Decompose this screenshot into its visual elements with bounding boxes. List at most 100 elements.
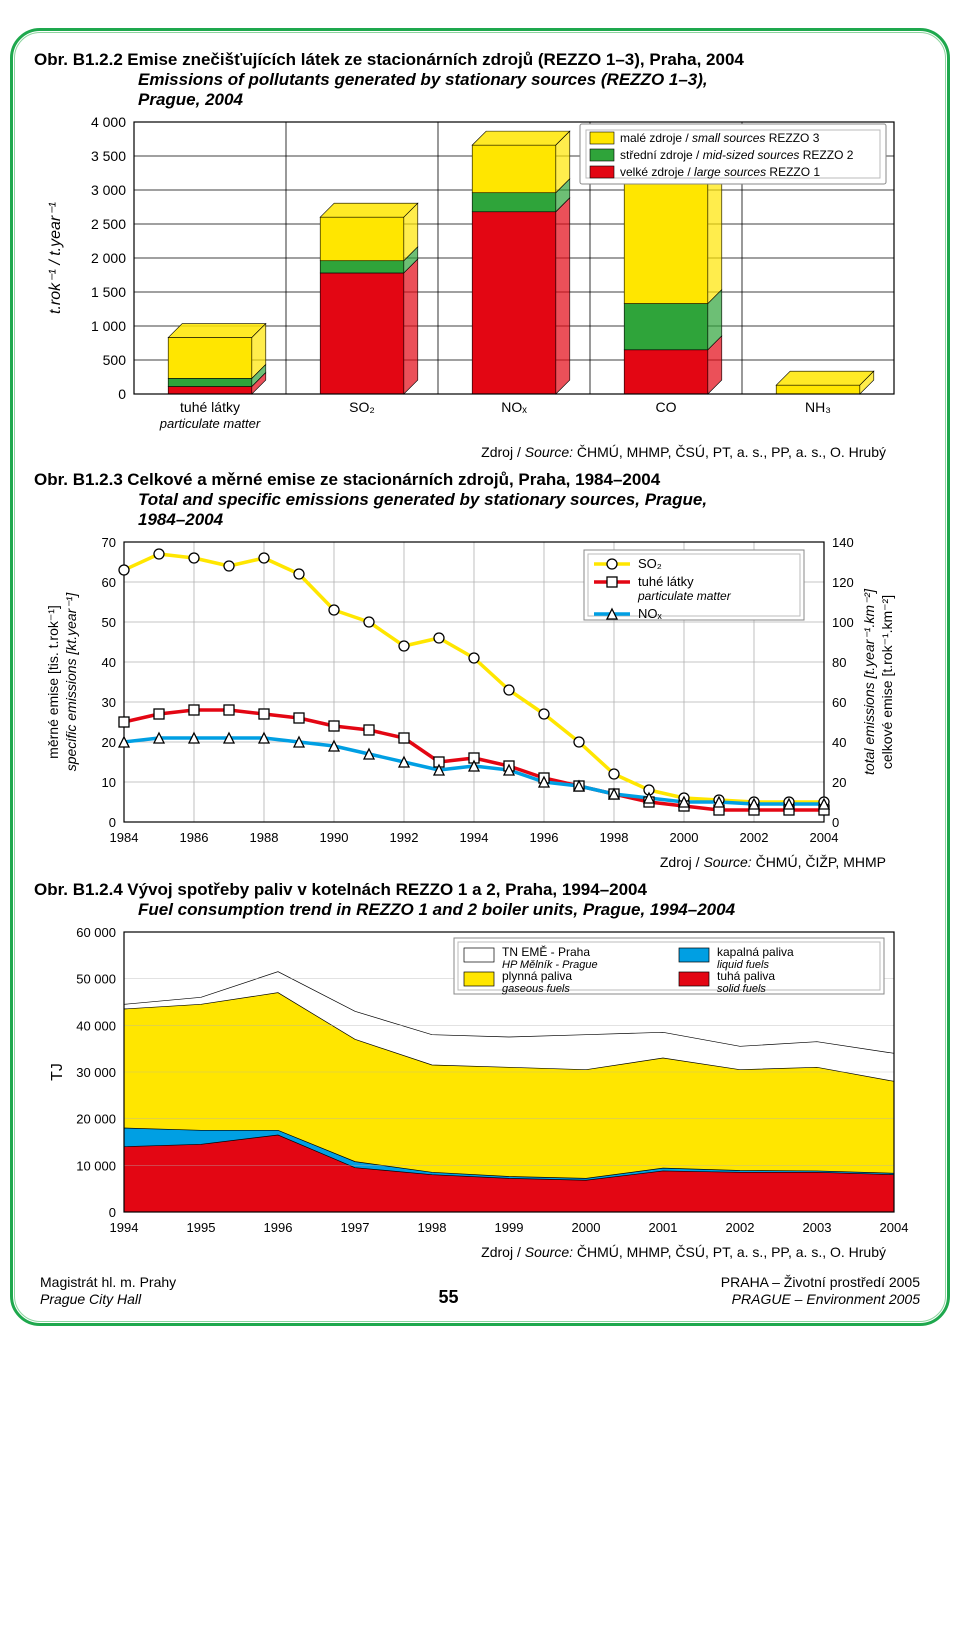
svg-text:2003: 2003 — [803, 1220, 832, 1235]
fig2-source: Zdroj / Source: ČHMÚ, ČIŽP, MHMP — [34, 854, 886, 870]
svg-text:2004: 2004 — [880, 1220, 909, 1235]
svg-text:TJ: TJ — [49, 1063, 66, 1081]
svg-text:tuhé látky: tuhé látky — [180, 399, 240, 415]
svg-text:SO₂: SO₂ — [349, 399, 375, 415]
svg-text:1990: 1990 — [320, 830, 349, 845]
svg-text:1996: 1996 — [530, 830, 559, 845]
fig2-title-en-2: 1984–2004 — [138, 510, 926, 530]
section-header: B1 OVZDUŠÍ / AIR — [0, 0, 960, 18]
svg-text:20: 20 — [102, 735, 116, 750]
area-chart: 0 10 000 20 000 30 000 40 000 50 000 60 000 199… — [34, 922, 914, 1242]
svg-text:1994: 1994 — [110, 1220, 139, 1235]
svg-text:2002: 2002 — [726, 1220, 755, 1235]
footer-right-1: PRAHA – Životní prostředí 2005 — [721, 1274, 920, 1291]
svg-text:0: 0 — [109, 815, 116, 830]
svg-text:0: 0 — [118, 386, 126, 402]
svg-text:specific emissions [kt.year⁻¹]: specific emissions [kt.year⁻¹] — [63, 592, 79, 772]
svg-text:4 000: 4 000 — [91, 114, 126, 130]
svg-text:20 000: 20 000 — [76, 1112, 116, 1127]
svg-text:CO: CO — [656, 399, 677, 415]
svg-text:1984: 1984 — [110, 830, 139, 845]
svg-text:solid fuels: solid fuels — [717, 983, 766, 995]
page-number: 55 — [438, 1287, 458, 1308]
fig2-title: Obr. B1.2.3 Celkové a měrné emise ze sta… — [34, 470, 926, 530]
svg-text:10 000: 10 000 — [76, 1158, 116, 1173]
svg-text:60 000: 60 000 — [76, 925, 116, 940]
line-chart: 0010202040306040805010060120701401984198… — [34, 532, 914, 852]
svg-text:malé zdroje / small sources RE: malé zdroje / small sources REZZO 3 — [620, 131, 820, 145]
svg-text:total emissions [t.year⁻¹.km⁻²: total emissions [t.year⁻¹.km⁻²] — [861, 588, 877, 775]
svg-text:20: 20 — [832, 775, 846, 790]
svg-text:50 000: 50 000 — [76, 972, 116, 987]
svg-text:1986: 1986 — [180, 830, 209, 845]
svg-text:140: 140 — [832, 535, 854, 550]
svg-text:30: 30 — [102, 695, 116, 710]
fig3-source: Zdroj / Source: ČHMÚ, MHMP, ČSÚ, PT, a. … — [34, 1244, 886, 1260]
svg-text:1999: 1999 — [495, 1220, 524, 1235]
fig1-source: Zdroj / Source: ČHMÚ, MHMP, ČSÚ, PT, a. … — [34, 444, 886, 460]
svg-text:gaseous fuels: gaseous fuels — [502, 983, 570, 995]
svg-text:0: 0 — [832, 815, 839, 830]
svg-text:500: 500 — [103, 352, 127, 368]
fig2-number: Obr. B1.2.3 — [34, 470, 123, 489]
svg-text:1992: 1992 — [390, 830, 419, 845]
svg-text:60: 60 — [832, 695, 846, 710]
svg-text:2001: 2001 — [649, 1220, 678, 1235]
page-frame: Obr. B1.2.2 Emise znečišťujících látek z… — [10, 28, 950, 1326]
fig1-title: Obr. B1.2.2 Emise znečišťujících látek z… — [34, 50, 926, 110]
svg-text:1996: 1996 — [264, 1220, 293, 1235]
footer-left-1: Magistrát hl. m. Prahy — [40, 1274, 176, 1291]
svg-text:40: 40 — [102, 655, 116, 670]
svg-text:30 000: 30 000 — [76, 1065, 116, 1080]
svg-text:40 000: 40 000 — [76, 1018, 116, 1033]
svg-text:80: 80 — [832, 655, 846, 670]
svg-text:SO₂: SO₂ — [638, 556, 662, 571]
fig2-title-en-1: Total and specific emissions generated b… — [138, 490, 926, 510]
svg-text:particulate matter: particulate matter — [637, 589, 732, 603]
svg-text:tuhá paliva: tuhá paliva — [717, 969, 775, 983]
svg-text:1998: 1998 — [600, 830, 629, 845]
fig1-title-en-2: Prague, 2004 — [138, 90, 926, 110]
fig3-title-cz: Vývoj spotřeby paliv v kotelnách REZZO 1… — [127, 880, 647, 899]
svg-text:střední zdroje / mid-sized sou: střední zdroje / mid-sized sources REZZO… — [620, 148, 854, 162]
svg-text:velké zdroje / large sources R: velké zdroje / large sources REZZO 1 — [620, 165, 820, 179]
svg-text:60: 60 — [102, 575, 116, 590]
fig1-title-en-1: Emissions of pollutants generated by sta… — [138, 70, 926, 90]
svg-text:1994: 1994 — [460, 830, 489, 845]
svg-text:50: 50 — [102, 615, 116, 630]
svg-text:0: 0 — [109, 1205, 116, 1220]
fig1-title-cz: Emise znečišťujících látek ze stacionárn… — [127, 50, 744, 69]
svg-text:plynná paliva: plynná paliva — [502, 969, 572, 983]
svg-text:NOₓ: NOₓ — [501, 399, 527, 415]
svg-text:2 500: 2 500 — [91, 216, 126, 232]
svg-text:tuhé látky: tuhé látky — [638, 574, 694, 589]
svg-text:2 000: 2 000 — [91, 250, 126, 266]
bar-chart: 05001 0001 5002 0002 5003 0003 5004 000t… — [34, 112, 914, 442]
svg-text:2004: 2004 — [810, 830, 839, 845]
svg-text:particulate matter: particulate matter — [159, 416, 261, 431]
svg-text:kapalná paliva: kapalná paliva — [717, 945, 794, 959]
svg-text:2000: 2000 — [572, 1220, 601, 1235]
svg-text:celkové emise [t.rok⁻¹.km⁻²]: celkové emise [t.rok⁻¹.km⁻²] — [879, 595, 895, 769]
svg-text:1998: 1998 — [418, 1220, 447, 1235]
footer-right-2: PRAGUE – Environment 2005 — [721, 1291, 920, 1308]
fig3-title: Obr. B1.2.4 Vývoj spotřeby paliv v kotel… — [34, 880, 926, 920]
fig3-title-en: Fuel consumption trend in REZZO 1 and 2 … — [138, 900, 926, 920]
svg-text:1997: 1997 — [341, 1220, 370, 1235]
svg-text:70: 70 — [102, 535, 116, 550]
footer-left-2: Prague City Hall — [40, 1291, 176, 1308]
svg-text:1 000: 1 000 — [91, 318, 126, 334]
fig2-title-cz: Celkové a měrné emise ze stacionárních z… — [127, 470, 660, 489]
svg-text:1988: 1988 — [250, 830, 279, 845]
svg-text:2002: 2002 — [740, 830, 769, 845]
svg-text:TN EMĚ - Praha: TN EMĚ - Praha — [502, 944, 590, 959]
svg-text:NH₃: NH₃ — [805, 399, 831, 415]
svg-text:120: 120 — [832, 575, 854, 590]
svg-text:3 000: 3 000 — [91, 182, 126, 198]
svg-text:100: 100 — [832, 615, 854, 630]
svg-text:2000: 2000 — [670, 830, 699, 845]
fig1-number: Obr. B1.2.2 — [34, 50, 123, 69]
svg-text:40: 40 — [832, 735, 846, 750]
svg-text:1995: 1995 — [187, 1220, 216, 1235]
svg-text:t.rok⁻¹ / t.year⁻¹: t.rok⁻¹ / t.year⁻¹ — [47, 202, 64, 314]
